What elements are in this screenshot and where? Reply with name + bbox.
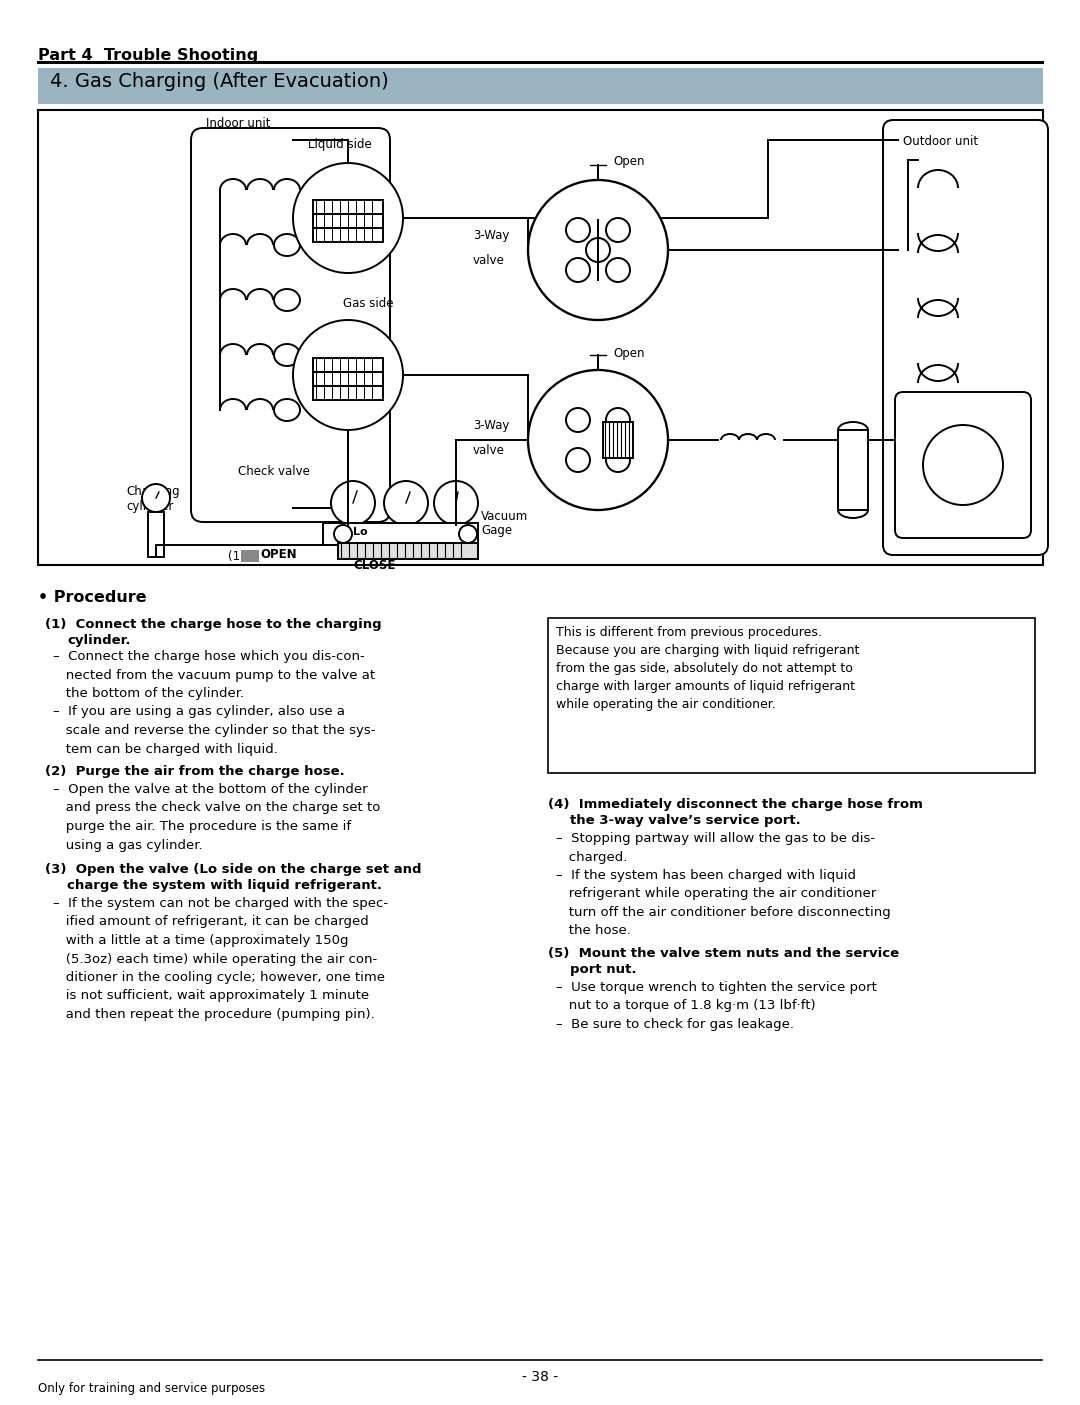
Text: 3-Way: 3-Way [473,419,510,431]
Bar [323,523,478,545]
Text: –  Connect the charge hose which you dis-con-
   nected from the vacuum pump to : – Connect the charge hose which you dis-… [53,651,376,756]
Bar [148,511,164,556]
Circle shape [528,370,669,510]
FancyBboxPatch shape [883,119,1048,555]
Bar [603,422,633,458]
Circle shape [566,218,590,242]
Text: (1)  Connect the charge hose to the charging: (1) Connect the charge hose to the charg… [45,618,381,631]
Bar [313,358,383,372]
Circle shape [606,218,630,242]
Text: (2)  Purge the air from the charge hose.: (2) Purge the air from the charge hose. [45,764,345,778]
Circle shape [141,483,170,511]
Text: 4. Gas Charging (After Evacuation): 4. Gas Charging (After Evacuation) [50,72,389,91]
Circle shape [566,259,590,282]
Text: Lo: Lo [353,527,367,537]
Circle shape [459,525,477,542]
Text: the 3-way valve’s service port.: the 3-way valve’s service port. [570,813,800,828]
FancyBboxPatch shape [895,392,1031,538]
Text: (3)  Open the valve (Lo side on the charge set and: (3) Open the valve (Lo side on the charg… [45,863,421,875]
Circle shape [384,481,428,525]
Text: Indoor unit: Indoor unit [206,117,270,131]
Text: Check valve: Check valve [238,465,310,478]
Bar [313,386,383,400]
Circle shape [293,320,403,430]
Circle shape [606,448,630,472]
Bar [313,214,383,228]
Circle shape [566,448,590,472]
Text: Vacuum: Vacuum [481,510,528,523]
Text: Liquid side: Liquid side [308,138,372,150]
Bar [241,549,259,562]
Text: CLOSE: CLOSE [353,559,395,572]
Text: port nut.: port nut. [570,962,636,976]
Text: This is different from previous procedures.
Because you are charging with liquid: This is different from previous procedur… [556,627,860,711]
Circle shape [586,237,610,261]
Bar [313,372,383,386]
Text: –  If the system can not be charged with the spec-
   ified amount of refrigeran: – If the system can not be charged with … [53,896,388,1021]
Text: (1): (1) [228,549,245,563]
Text: Part 4  Trouble Shooting: Part 4 Trouble Shooting [38,48,258,63]
Text: Gage: Gage [481,524,512,537]
Bar [38,110,1043,565]
Text: valve: valve [473,253,504,267]
Text: Only for training and service purposes: Only for training and service purposes [38,1383,265,1395]
Text: charge the system with liquid refrigerant.: charge the system with liquid refrigeran… [67,880,382,892]
Circle shape [606,407,630,431]
Circle shape [334,525,352,542]
Circle shape [528,180,669,320]
Circle shape [606,259,630,282]
Text: cylinder.: cylinder. [67,634,131,646]
Text: 3-Way: 3-Way [473,229,510,242]
Bar [313,200,383,214]
Bar [313,228,383,242]
Text: (4)  Immediately disconnect the charge hose from: (4) Immediately disconnect the charge ho… [548,798,923,811]
Text: cylinder: cylinder [126,500,174,513]
Bar [38,67,1043,104]
Text: • Procedure: • Procedure [38,590,147,606]
Text: Gas side: Gas side [343,296,393,311]
FancyBboxPatch shape [191,128,390,523]
Circle shape [434,481,478,525]
Bar [838,430,868,510]
Text: OPEN: OPEN [260,548,297,561]
Circle shape [330,481,375,525]
Text: Open: Open [613,155,645,169]
Text: –  Stopping partway will allow the gas to be dis-
   charged.
–  If the system h: – Stopping partway will allow the gas to… [556,832,891,937]
Text: (5)  Mount the valve stem nuts and the service: (5) Mount the valve stem nuts and the se… [548,947,900,960]
Text: Outdoor unit: Outdoor unit [903,135,978,148]
Text: –  Use torque wrench to tighten the service port
   nut to a torque of 1.8 kg·m : – Use torque wrench to tighten the servi… [556,981,877,1031]
Text: Charging: Charging [126,485,179,497]
Bar [548,618,1035,773]
Text: Open: Open [613,347,645,360]
Text: valve: valve [473,444,504,457]
Circle shape [923,424,1003,504]
Text: - 38 -: - 38 - [522,1370,558,1384]
Circle shape [293,163,403,273]
Bar [338,542,478,559]
Text: –  Open the valve at the bottom of the cylinder
   and press the check valve on : – Open the valve at the bottom of the cy… [53,783,380,851]
Circle shape [566,407,590,431]
